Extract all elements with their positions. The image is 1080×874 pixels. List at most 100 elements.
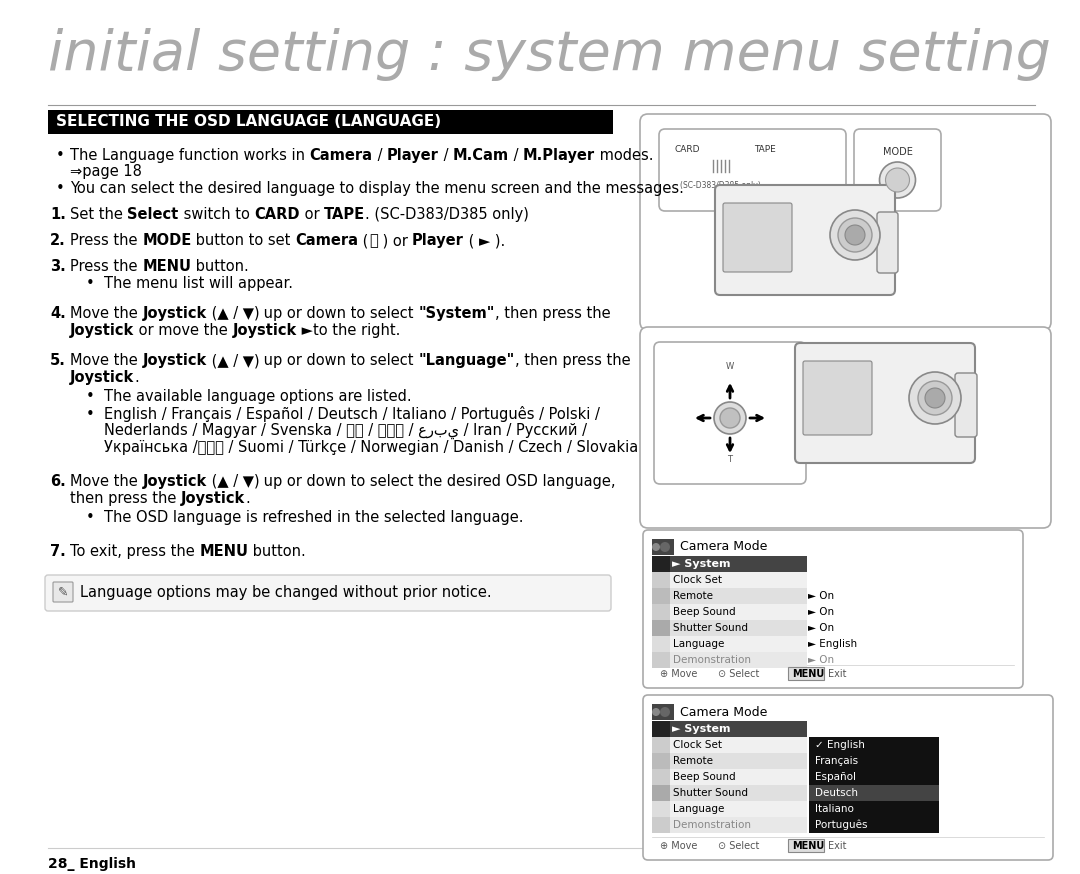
Text: ) or: ) or	[378, 233, 411, 248]
Bar	[652, 652, 670, 668]
Bar	[652, 737, 807, 753]
Text: 4.: 4.	[50, 306, 66, 321]
FancyBboxPatch shape	[45, 575, 611, 611]
Text: Français: Français	[815, 756, 859, 766]
Text: Set the: Set the	[70, 207, 127, 222]
Text: or: or	[300, 207, 324, 222]
Text: CARD: CARD	[674, 145, 700, 154]
Circle shape	[924, 388, 945, 408]
Bar	[652, 817, 807, 833]
Text: M.Cam: M.Cam	[453, 148, 509, 163]
Circle shape	[660, 542, 670, 552]
Text: Beep Sound: Beep Sound	[673, 607, 735, 617]
Text: Camera Mode: Camera Mode	[680, 705, 768, 718]
Bar	[652, 721, 670, 737]
FancyBboxPatch shape	[53, 582, 73, 602]
Text: MENU: MENU	[143, 259, 191, 274]
Text: ( ► ).: ( ► ).	[464, 233, 505, 248]
Text: (SC-D383/D385 only): (SC-D383/D385 only)	[679, 181, 760, 190]
Text: , then press the: , then press the	[515, 353, 631, 368]
FancyBboxPatch shape	[659, 129, 846, 211]
Bar	[652, 753, 670, 769]
Text: Joystick: Joystick	[232, 323, 297, 338]
Text: •  The menu list will appear.: • The menu list will appear.	[86, 276, 293, 291]
Text: ✓ English: ✓ English	[815, 740, 865, 750]
Text: initial setting : system menu setting: initial setting : system menu setting	[48, 28, 1051, 81]
Bar	[652, 572, 670, 588]
Text: Press the: Press the	[70, 233, 143, 248]
Text: Joystick: Joystick	[143, 306, 206, 321]
Text: 👥: 👥	[368, 233, 378, 248]
Text: /: /	[438, 148, 453, 163]
Bar	[652, 721, 807, 737]
Text: "Language": "Language"	[418, 353, 515, 368]
Text: Demonstration: Demonstration	[673, 655, 751, 665]
Text: ⇒page 18: ⇒page 18	[70, 164, 141, 179]
Text: •: •	[56, 148, 65, 163]
Text: Demonstration: Demonstration	[673, 820, 751, 830]
Text: (▲ / ▼): (▲ / ▼)	[206, 474, 259, 489]
Bar	[809, 753, 939, 769]
Text: or move the: or move the	[134, 323, 232, 338]
Bar	[809, 801, 939, 817]
Text: TAPE: TAPE	[754, 145, 775, 154]
Text: button.: button.	[248, 544, 306, 559]
Text: (: (	[359, 233, 368, 248]
Bar	[652, 652, 807, 668]
Bar	[652, 588, 670, 604]
FancyBboxPatch shape	[804, 361, 872, 435]
Text: 1.: 1.	[50, 207, 66, 222]
Text: T: T	[728, 455, 732, 464]
Bar	[652, 753, 807, 769]
Text: ⊕ Move: ⊕ Move	[660, 841, 698, 851]
Bar	[809, 817, 939, 833]
Text: (▲ / ▼): (▲ / ▼)	[206, 306, 259, 321]
FancyBboxPatch shape	[788, 667, 824, 680]
Text: ►: ►	[297, 323, 313, 338]
Bar	[652, 556, 807, 572]
Bar	[652, 704, 674, 720]
Text: modes.: modes.	[595, 148, 653, 163]
Bar	[652, 636, 670, 652]
Text: ✎: ✎	[57, 586, 68, 599]
Text: To exit, press the: To exit, press the	[70, 544, 200, 559]
Text: switch to: switch to	[179, 207, 254, 222]
Text: ► System: ► System	[672, 559, 730, 569]
FancyBboxPatch shape	[877, 212, 897, 273]
Text: MENU: MENU	[792, 841, 824, 851]
Text: ► System: ► System	[672, 724, 730, 734]
Bar	[48, 110, 613, 134]
Bar	[809, 737, 939, 753]
Text: Move the: Move the	[70, 306, 143, 321]
Bar	[809, 769, 939, 785]
Circle shape	[838, 218, 872, 252]
FancyBboxPatch shape	[672, 154, 768, 178]
FancyBboxPatch shape	[654, 342, 806, 484]
Bar	[652, 620, 670, 636]
FancyBboxPatch shape	[723, 203, 792, 272]
Bar	[652, 636, 807, 652]
Text: up or down to select the desired OSD language,: up or down to select the desired OSD lan…	[259, 474, 616, 489]
Text: The Language function works in: The Language function works in	[70, 148, 310, 163]
Bar	[652, 769, 670, 785]
Text: Camera Mode: Camera Mode	[680, 540, 768, 553]
Text: Joystick: Joystick	[143, 474, 206, 489]
Text: You can select the desired language to display the menu screen and the messages.: You can select the desired language to d…	[70, 181, 684, 196]
Circle shape	[909, 372, 961, 424]
Text: ► On: ► On	[808, 655, 834, 665]
Text: .: .	[134, 370, 139, 385]
Text: ► On: ► On	[808, 607, 834, 617]
Text: ► On: ► On	[808, 591, 834, 601]
Text: •  English / Français / Español / Deutsch / Italiano / Português / Polski /: • English / Français / Español / Deutsch…	[86, 406, 599, 422]
Text: 28_ English: 28_ English	[48, 857, 136, 871]
FancyBboxPatch shape	[640, 327, 1051, 528]
FancyBboxPatch shape	[955, 373, 977, 437]
Text: (▲ / ▼): (▲ / ▼)	[206, 353, 259, 368]
Text: to the right.: to the right.	[313, 323, 400, 338]
Bar	[652, 572, 807, 588]
Bar	[652, 785, 670, 801]
Circle shape	[831, 210, 880, 260]
FancyBboxPatch shape	[707, 156, 735, 176]
Bar	[652, 539, 674, 555]
Text: Move the: Move the	[70, 474, 143, 489]
